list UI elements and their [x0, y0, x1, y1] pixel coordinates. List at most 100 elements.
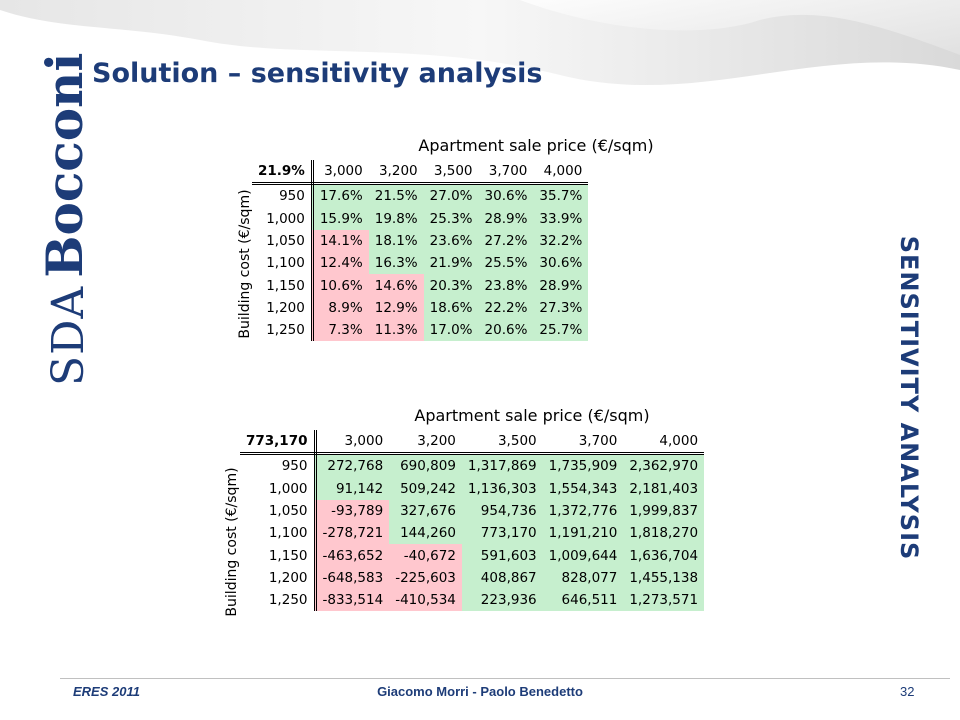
row-label: 1,000: [252, 207, 314, 230]
npv-column-header: Apartment sale price (€/sqm): [414, 406, 650, 425]
table-cell: -225,603: [389, 566, 462, 590]
table-cell: 8.9%: [312, 296, 369, 320]
table-row: 1,150 10.6% 14.6% 20.3% 23.8% 28.9%: [252, 274, 589, 297]
column-label: 3,700: [542, 430, 624, 456]
table-cell: 12.4%: [312, 252, 369, 275]
table-cell: 509,242: [389, 477, 462, 500]
row-label: 1,050: [240, 499, 317, 523]
table-cell: -833,514: [315, 589, 390, 612]
table-cell: 23.6%: [423, 229, 479, 253]
corner-value: 21.9%: [252, 160, 314, 186]
table-cell: 20.6%: [478, 319, 534, 342]
footer-event: ERES 2011: [73, 684, 140, 699]
irr-sensitivity-table: 21.9% 3,000 3,200 3,500 3,700 4,000 950 1…: [252, 160, 589, 342]
table-cell: 408,867: [461, 566, 543, 590]
logo-bocconi-text: Bocconi: [35, 52, 94, 278]
table-cell: 14.6%: [368, 274, 424, 297]
row-label: 950: [240, 453, 317, 478]
row-label: 1,100: [252, 252, 314, 275]
column-label: 4,000: [623, 430, 705, 456]
footer-authors: Giacomo Morri - Paolo Benedetto: [377, 684, 583, 699]
table-cell: -463,652: [315, 544, 390, 567]
table-cell: 25.3%: [423, 207, 479, 230]
footer-divider: [60, 678, 950, 679]
table-cell: 1,636,704: [623, 544, 705, 567]
table-cell: 1,455,138: [623, 566, 705, 590]
table-cell: 144,260: [389, 522, 462, 545]
table-cell: 35.7%: [533, 183, 589, 208]
row-label: 1,250: [252, 319, 314, 342]
table-row: 1,000 91,142 509,242 1,136,303 1,554,343 2,18…: [240, 477, 705, 500]
table-cell: 1,554,343: [542, 477, 624, 500]
table-cell: -648,583: [315, 566, 390, 590]
table-cell: 21.9%: [423, 252, 479, 275]
column-label: 3,000: [315, 430, 390, 456]
irr-column-header: Apartment sale price (€/sqm): [418, 136, 654, 155]
table-cell: 17.6%: [312, 183, 369, 208]
table-cell: 327,676: [389, 499, 462, 523]
table-cell: 23.8%: [478, 274, 534, 297]
table-cell: 28.9%: [478, 207, 534, 230]
table-cell: 30.6%: [533, 252, 589, 275]
table-row: 1,200 8.9% 12.9% 18.6% 22.2% 27.3%: [252, 296, 589, 320]
table-row: 1,050 14.1% 18.1% 23.6% 27.2% 32.2%: [252, 229, 589, 253]
table-cell: 16.3%: [368, 252, 424, 275]
table-row: 950 17.6% 21.5% 27.0% 30.6% 35.7%: [252, 183, 589, 208]
row-label: 1,200: [240, 566, 317, 590]
table-row: 950 272,768 690,809 1,317,869 1,735,909 2,362…: [240, 453, 705, 478]
sda-bocconi-logo: SDA Bocconi: [18, 30, 94, 386]
row-label: 1,100: [240, 522, 317, 545]
row-label: 1,000: [240, 477, 317, 500]
table-cell: 11.3%: [368, 319, 424, 342]
column-label: 3,700: [478, 160, 534, 186]
table-cell: -278,721: [315, 522, 390, 545]
logo-sda-text: SDA: [43, 285, 94, 386]
table-cell: 10.6%: [312, 274, 369, 297]
table-cell: 272,768: [315, 453, 390, 478]
column-label: 3,500: [461, 430, 543, 456]
table-cell: 19.8%: [368, 207, 424, 230]
table-cell: 25.5%: [478, 252, 534, 275]
column-label: 3,200: [368, 160, 424, 186]
table-cell: 828,077: [542, 566, 624, 590]
table-cell: 12.9%: [368, 296, 424, 320]
table-cell: -93,789: [315, 499, 390, 523]
table-cell: 1,818,270: [623, 522, 705, 545]
corner-value: 773,170: [240, 430, 317, 456]
table-header-row: 21.9% 3,000 3,200 3,500 3,700 4,000: [252, 160, 589, 186]
table-cell: 223,936: [461, 589, 543, 612]
table-cell: 14.1%: [312, 229, 369, 253]
row-label: 1,250: [240, 589, 317, 612]
row-label: 950: [252, 183, 314, 208]
table-cell: 22.2%: [478, 296, 534, 320]
table-cell: -40,672: [389, 544, 462, 567]
table-cell: 28.9%: [533, 274, 589, 297]
column-label: 3,500: [423, 160, 479, 186]
row-label: 1,050: [252, 229, 314, 253]
column-label: 4,000: [533, 160, 589, 186]
table-cell: 1,273,571: [623, 589, 705, 612]
table-row: 1,050 -93,789 327,676 954,736 1,372,776 1,999…: [240, 499, 705, 523]
table-cell: 27.2%: [478, 229, 534, 253]
table-cell: 32.2%: [533, 229, 589, 253]
row-label: 1,150: [252, 274, 314, 297]
table-cell: 646,511: [542, 589, 624, 612]
table-cell: 25.7%: [533, 319, 589, 342]
row-label: 1,150: [240, 544, 317, 567]
table-row: 1,100 12.4% 16.3% 21.9% 25.5% 30.6%: [252, 252, 589, 275]
table-row: 1,100 -278,721 144,260 773,170 1,191,210 1,81…: [240, 522, 705, 545]
npv-sensitivity-table: 773,170 3,000 3,200 3,500 3,700 4,000 95…: [240, 430, 705, 612]
table-cell: 27.0%: [423, 183, 479, 208]
table-row: 1,250 -833,514 -410,534 223,936 646,511 1,273…: [240, 589, 705, 612]
table-cell: 20.3%: [423, 274, 479, 297]
table-row: 1,150 -463,652 -40,672 591,603 1,009,644 1,63…: [240, 544, 705, 567]
table-cell: 27.3%: [533, 296, 589, 320]
table-cell: 21.5%: [368, 183, 424, 208]
table-cell: 2,362,970: [623, 453, 705, 478]
table-cell: 1,372,776: [542, 499, 624, 523]
table-cell: 1,191,210: [542, 522, 624, 545]
table-cell: 15.9%: [312, 207, 369, 230]
table-header-row: 773,170 3,000 3,200 3,500 3,700 4,000: [240, 430, 705, 456]
row-label: 1,200: [252, 296, 314, 320]
